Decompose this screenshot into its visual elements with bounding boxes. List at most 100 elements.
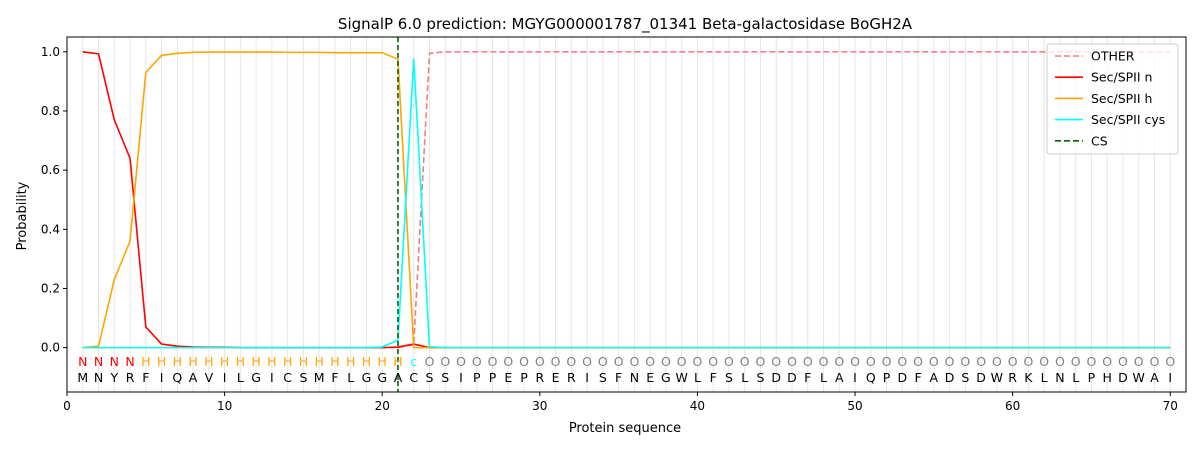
region-label: N: [94, 354, 103, 369]
residue-label: L: [820, 370, 827, 385]
region-label: H: [314, 354, 323, 369]
residue-label: R: [126, 370, 135, 385]
residue-label: I: [585, 370, 589, 385]
residue-label: Q: [172, 370, 182, 385]
region-label: O: [740, 354, 750, 369]
region-label: O: [456, 354, 466, 369]
region-label: N: [125, 354, 134, 369]
legend-label: CS: [1091, 133, 1108, 148]
residue-label: S: [441, 370, 449, 385]
region-label: O: [787, 354, 797, 369]
residue-label: P: [1088, 370, 1096, 385]
region-label: O: [598, 354, 608, 369]
residue-label: P: [883, 370, 891, 385]
legend-box: [1046, 43, 1179, 155]
region-label: O: [1102, 354, 1112, 369]
residue-label: W: [991, 370, 1003, 385]
residue-label: L: [741, 370, 748, 385]
residue-label: G: [251, 370, 261, 385]
region-label: O: [1039, 354, 1049, 369]
x-tick-label: 30: [532, 399, 547, 413]
residue-label: C: [283, 370, 292, 385]
residue-label: E: [552, 370, 560, 385]
region-label: H: [378, 354, 387, 369]
region-label: O: [582, 354, 592, 369]
residue-label: S: [299, 370, 307, 385]
residue-label: R: [567, 370, 576, 385]
region-label: O: [866, 354, 876, 369]
legend-label: Sec/SPII h: [1091, 91, 1152, 106]
region-label: H: [393, 354, 402, 369]
grid-layer: [82, 37, 1171, 392]
region-label: c: [410, 354, 417, 369]
residue-label: A: [189, 370, 198, 385]
region-label: O: [897, 354, 907, 369]
region-label: O: [488, 354, 498, 369]
residue-label: S: [961, 370, 969, 385]
residue-label: D: [1118, 370, 1128, 385]
residue-label: F: [615, 370, 622, 385]
region-label: O: [882, 354, 892, 369]
region-label: O: [693, 354, 703, 369]
residue-label: S: [599, 370, 607, 385]
region-label: O: [629, 354, 639, 369]
residue-label: E: [504, 370, 512, 385]
residue-label: A: [1150, 370, 1159, 385]
region-label: O: [614, 354, 624, 369]
residue-label: D: [897, 370, 907, 385]
region-label: N: [110, 354, 119, 369]
residue-label: G: [362, 370, 372, 385]
residue-label: F: [710, 370, 717, 385]
region-label: O: [1118, 354, 1128, 369]
region-label: H: [220, 354, 229, 369]
legend-label: Sec/SPII n: [1091, 70, 1152, 85]
region-label: H: [157, 354, 166, 369]
legend-label: Sec/SPII cys: [1091, 112, 1165, 127]
region-label: H: [299, 354, 308, 369]
region-label: O: [677, 354, 687, 369]
region-label: O: [1023, 354, 1033, 369]
residue-label: F: [914, 370, 921, 385]
x-axis-label: Protein sequence: [569, 421, 681, 436]
residue-label: L: [1041, 370, 1048, 385]
region-label: O: [519, 354, 529, 369]
y-tick-label: 0.4: [41, 222, 60, 236]
residue-label: I: [853, 370, 857, 385]
region-label: O: [503, 354, 513, 369]
region-label: O: [708, 354, 718, 369]
residue-label: L: [237, 370, 244, 385]
x-tick-label: 10: [217, 399, 232, 413]
y-tick-label: 0.0: [41, 341, 60, 355]
region-label: O: [425, 354, 435, 369]
residue-label: A: [930, 370, 939, 385]
residue-label: A: [394, 370, 403, 385]
x-tick-label: 60: [1005, 399, 1020, 413]
region-label: O: [1165, 354, 1175, 369]
residue-label: G: [661, 370, 671, 385]
region-label: H: [141, 354, 150, 369]
residue-label: P: [520, 370, 528, 385]
residue-label: S: [426, 370, 434, 385]
residue-label: V: [205, 370, 214, 385]
region-label: H: [362, 354, 371, 369]
legend: OTHER Sec/SPII n Sec/SPII h Sec/SPII cys CS: [1046, 43, 1179, 155]
residue-label: L: [347, 370, 354, 385]
region-label: O: [1008, 354, 1018, 369]
region-label: O: [960, 354, 970, 369]
residue-label: D: [945, 370, 955, 385]
region-label: O: [756, 354, 766, 369]
residue-label: K: [1024, 370, 1033, 385]
residue-label: I: [459, 370, 463, 385]
residue-label: P: [473, 370, 481, 385]
plot-frame: [66, 36, 1187, 393]
region-label: O: [976, 354, 986, 369]
residue-label: L: [1072, 370, 1079, 385]
region-label: O: [992, 354, 1002, 369]
residue-label: D: [771, 370, 781, 385]
region-label: O: [819, 354, 829, 369]
region-label: H: [330, 354, 339, 369]
region-label: O: [1071, 354, 1081, 369]
y-tick-label: 1.0: [41, 45, 60, 59]
